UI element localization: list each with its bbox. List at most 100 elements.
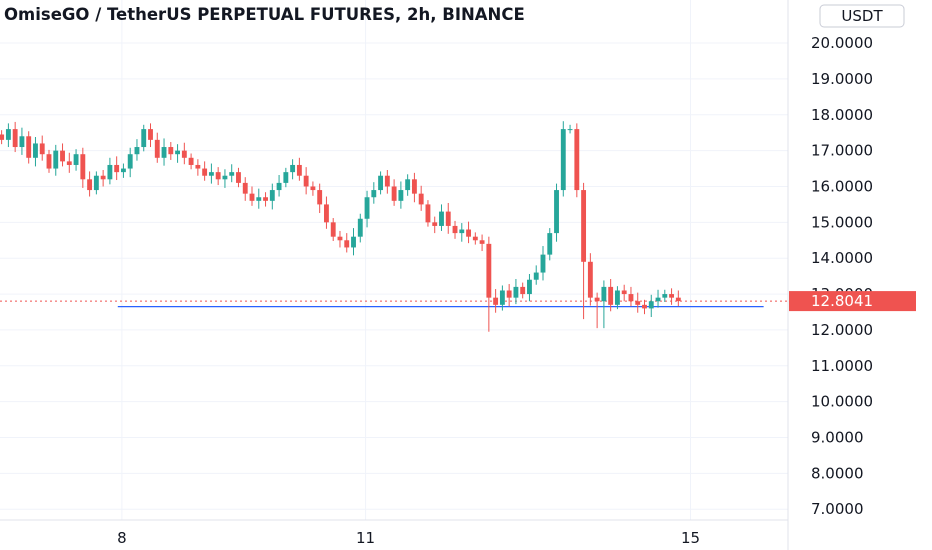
time-axis[interactable]: 8 11 15 (117, 529, 700, 547)
currency-badge-label[interactable]: USDT (841, 7, 883, 25)
candle (175, 144, 181, 163)
candle (493, 289, 499, 313)
candle-body (466, 229, 471, 237)
candle-body (567, 129, 573, 131)
candle (33, 136, 38, 167)
candle (134, 139, 140, 161)
candle (527, 273, 532, 302)
candle (269, 183, 275, 210)
candle (486, 236, 492, 332)
price-tick-label: 15.0000 (811, 213, 873, 231)
candle-body (154, 139, 160, 158)
candle-body (26, 136, 32, 158)
candle-body (168, 147, 174, 155)
candle-body (0, 134, 5, 140)
candle (73, 149, 79, 171)
candle (296, 157, 302, 181)
candle (60, 143, 65, 167)
candle-body (608, 286, 614, 305)
candle-body (432, 222, 438, 226)
candle (100, 169, 106, 187)
candle-body (452, 225, 458, 234)
last-price-label: 12.8041 (811, 292, 873, 310)
candle (601, 280, 607, 329)
candle-body (411, 179, 417, 194)
candle (425, 200, 431, 227)
candle-body (127, 154, 133, 169)
price-tick-label: 9.0000 (811, 429, 864, 447)
price-tick-label: 14.0000 (811, 249, 873, 267)
candle-body (445, 211, 451, 226)
candle-body (202, 168, 208, 176)
candle-body (587, 261, 593, 298)
candle (594, 292, 600, 329)
currency-badge[interactable]: USDT (819, 4, 905, 28)
candle (181, 142, 187, 165)
price-axis[interactable]: 7.0000 8.0000 9.0000 10.0000 11.0000 12.0000 1… (811, 34, 873, 518)
candle (330, 218, 336, 241)
candle-body (364, 197, 370, 219)
candle-body (263, 197, 268, 201)
candle-body (560, 129, 566, 191)
chart-title: OmiseGO / TetherUS PERPETUAL FUTURES, 2h… (4, 5, 525, 24)
candle-body (547, 233, 553, 255)
candle (398, 181, 404, 209)
currency-badge-bg[interactable] (819, 4, 905, 28)
candle-body (215, 172, 221, 180)
candle-body (655, 297, 661, 302)
candle-body (249, 193, 255, 201)
candle (391, 179, 397, 206)
candle-body (276, 182, 282, 191)
candle-body (242, 182, 248, 194)
price-tick-label: 16.0000 (811, 177, 873, 195)
candle (46, 149, 52, 173)
candle (540, 246, 546, 281)
candle-body (87, 179, 93, 191)
candle (547, 228, 553, 261)
candle-body (594, 297, 600, 302)
candle (208, 163, 214, 184)
candle-body (533, 272, 539, 280)
candle-body (161, 147, 167, 158)
candle (324, 196, 329, 229)
candle-body (675, 297, 681, 302)
time-tick-label: 15 (681, 529, 700, 547)
candle-body (344, 240, 350, 248)
candle (479, 234, 485, 252)
price-tick-label: 8.0000 (811, 464, 864, 482)
candle-body (80, 154, 86, 180)
candle (351, 228, 356, 256)
candle (290, 159, 296, 180)
candle-body (439, 211, 444, 226)
candle (432, 216, 438, 234)
candle-body (642, 304, 647, 309)
candle-body (391, 186, 397, 201)
candle (120, 163, 126, 178)
candle-body (181, 150, 187, 158)
time-tick-label: 11 (356, 529, 375, 547)
candle-body (506, 290, 512, 298)
candle (445, 202, 451, 234)
candle (39, 135, 45, 161)
candle (371, 182, 377, 204)
candle-body (330, 222, 336, 237)
price-tick-label: 20.0000 (811, 34, 873, 52)
candle (188, 153, 194, 170)
candle-body (188, 157, 194, 165)
candle-body (479, 240, 485, 244)
candle (107, 157, 113, 185)
candle (581, 182, 587, 320)
candle (567, 124, 573, 134)
candle (513, 279, 519, 305)
candle-body (120, 168, 126, 173)
candle-body (208, 172, 214, 176)
candle (229, 164, 235, 183)
candle (222, 169, 228, 188)
candle (439, 204, 444, 231)
candle (587, 253, 593, 306)
candle-body (256, 197, 262, 201)
candle (93, 171, 99, 195)
candle (168, 142, 174, 160)
candle (520, 282, 526, 299)
candle (364, 190, 370, 228)
